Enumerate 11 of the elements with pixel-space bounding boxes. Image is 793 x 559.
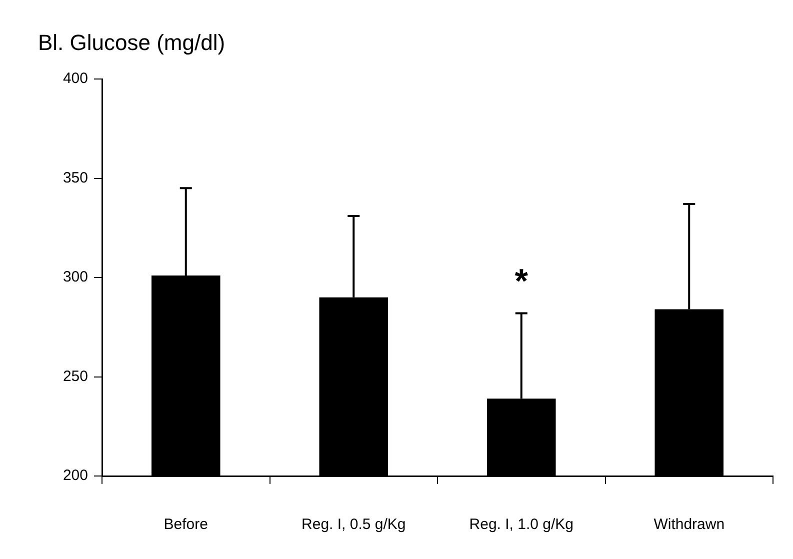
x-tick-label: Reg. I, 0.5 g/Kg <box>302 516 406 534</box>
y-tick-label: 200 <box>62 467 88 484</box>
chart-title: Bl. Glucose (mg/dl) <box>38 30 226 56</box>
y-tick-label: 400 <box>62 70 88 88</box>
x-tick-label: Before <box>164 516 208 534</box>
x-tick-label: Reg. I, 1.0 g/Kg <box>469 516 574 534</box>
y-tick-label: 350 <box>62 169 88 186</box>
annotation: * <box>514 262 529 301</box>
y-tick-label: 250 <box>62 368 88 385</box>
y-tick-label: 300 <box>62 268 88 286</box>
x-tick-label: Withdrawn <box>654 516 725 534</box>
